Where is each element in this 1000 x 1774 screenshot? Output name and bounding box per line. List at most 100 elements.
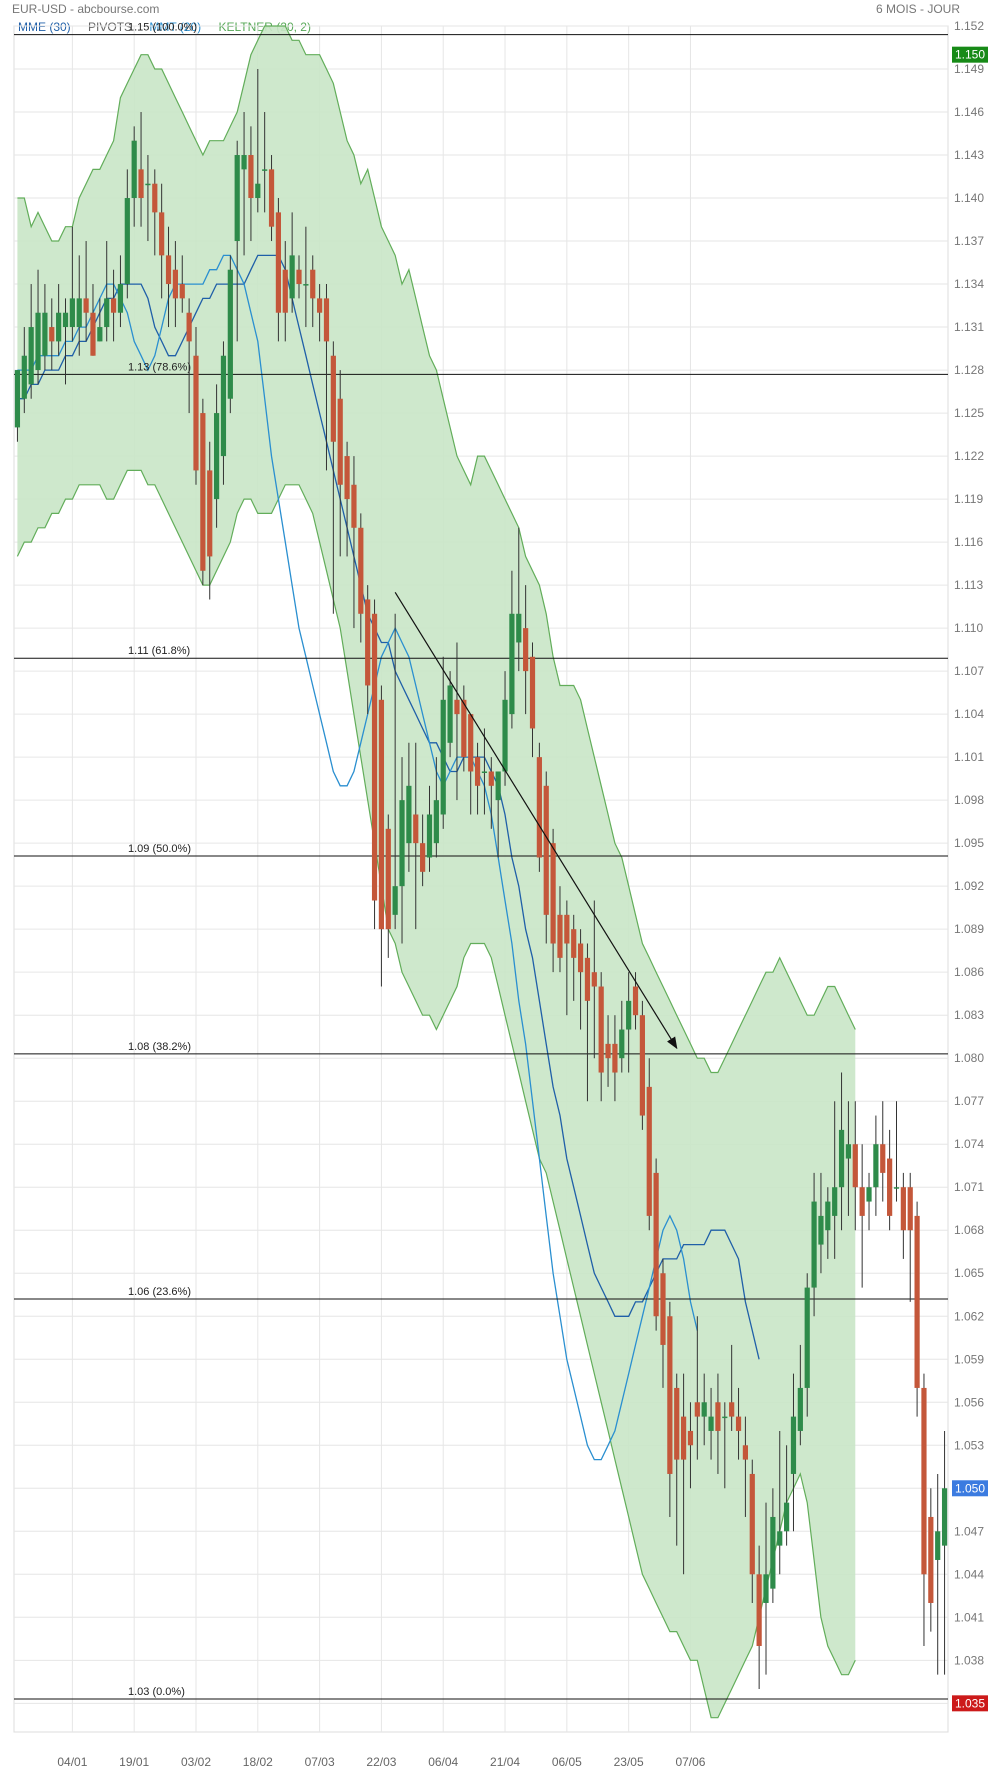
candle: [69, 226, 75, 342]
y-tick-label: 1.089: [954, 922, 984, 936]
candle: [536, 742, 542, 872]
candle: [825, 1187, 831, 1259]
candle: [468, 714, 474, 815]
candle-body: [825, 1201, 831, 1231]
candle-body: [571, 929, 577, 958]
candle-body: [577, 943, 584, 973]
y-tick-label: 1.143: [954, 148, 984, 162]
candle-body: [893, 1187, 900, 1189]
candle-body: [49, 327, 55, 342]
candle-body: [701, 1402, 707, 1417]
candle-body: [495, 771, 501, 801]
candle-body: [845, 1144, 852, 1159]
candle-body: [117, 284, 124, 313]
candle: [399, 757, 405, 944]
candle-body: [529, 656, 536, 729]
candle: [577, 929, 584, 1030]
candle: [392, 613, 398, 930]
candle-body: [887, 1158, 893, 1216]
fib-label: 1.08 (38.2%): [128, 1041, 191, 1053]
candle-body: [303, 284, 309, 286]
candle: [248, 126, 254, 242]
y-tick-label: 1.086: [954, 965, 984, 979]
y-tick-label: 1.134: [954, 277, 984, 291]
candle-body: [296, 269, 302, 285]
y-tick-label: 1.068: [954, 1223, 984, 1237]
candle-body: [921, 1387, 927, 1575]
candle: [584, 943, 591, 1102]
period-label[interactable]: 6 MOIS - JOUR: [875, 2, 960, 16]
candle-body: [941, 1488, 948, 1546]
candle: [303, 226, 309, 328]
candle-body: [763, 1574, 769, 1603]
y-tick-label: 1.110: [954, 621, 983, 635]
candle-body: [509, 613, 515, 715]
candle: [735, 1387, 742, 1460]
candle: [138, 112, 144, 227]
candle: [385, 814, 391, 958]
candle: [605, 1015, 611, 1087]
candle: [474, 742, 481, 815]
candle-body: [241, 155, 247, 170]
candle: [502, 671, 508, 786]
candle-body: [42, 312, 48, 356]
candle-body: [152, 183, 158, 213]
candle-body: [653, 1172, 659, 1317]
price-badge-last: 1.050: [955, 1481, 985, 1495]
candle: [722, 1402, 728, 1489]
fib-label: 1.11 (61.8%): [128, 645, 190, 657]
legend-pivots[interactable]: PIVOTS: [88, 20, 133, 34]
candle-body: [21, 355, 27, 399]
candle-body: [523, 628, 529, 672]
fib-label: 1.13 (78.6%): [128, 361, 191, 373]
y-tick-label: 1.128: [954, 363, 984, 377]
candle-body: [598, 986, 604, 1073]
candle-body: [440, 699, 446, 815]
candle: [255, 69, 261, 213]
candle-body: [873, 1144, 879, 1188]
keltner-upper-line: [17, 25, 856, 1074]
candle: [838, 1072, 845, 1231]
y-tick-label: 1.044: [954, 1567, 984, 1581]
candle: [784, 1445, 790, 1546]
candle: [928, 1488, 934, 1632]
candle: [90, 284, 96, 356]
candle: [310, 255, 316, 328]
candle: [646, 1058, 652, 1231]
candle: [433, 757, 439, 858]
candle-body: [694, 1402, 700, 1417]
candle-body: [365, 599, 371, 686]
candle: [749, 1459, 755, 1603]
candle-body: [83, 298, 89, 313]
candle: [28, 284, 34, 399]
candle-body: [282, 269, 288, 313]
legend-mme[interactable]: MME (30): [18, 20, 71, 34]
candle: [323, 284, 330, 471]
candle-body: [928, 1516, 934, 1603]
candle: [488, 757, 494, 829]
candle-body: [213, 413, 220, 500]
candle: [557, 886, 563, 973]
y-tick-label: 1.098: [954, 793, 984, 807]
candle: [694, 1316, 700, 1460]
candle: [220, 341, 227, 485]
candle-body: [358, 527, 364, 614]
candle: [159, 183, 165, 299]
candle-body: [193, 355, 199, 471]
candle-body: [626, 1000, 632, 1030]
x-tick-label: 03/02: [181, 1755, 211, 1769]
x-tick-label: 22/03: [366, 1755, 396, 1769]
candle-body: [660, 1273, 666, 1345]
y-tick-label: 1.131: [954, 320, 984, 334]
candle-body: [317, 298, 323, 313]
candle-body: [76, 298, 82, 328]
candle-body: [735, 1416, 742, 1431]
y-tick-label: 1.104: [954, 707, 984, 721]
candle-body: [756, 1574, 762, 1646]
candle: [21, 327, 27, 414]
legend-mmt[interactable]: MMT (20): [149, 20, 202, 34]
candle-body: [605, 1043, 611, 1059]
y-tick-label: 1.152: [954, 19, 984, 33]
candle: [440, 656, 446, 829]
